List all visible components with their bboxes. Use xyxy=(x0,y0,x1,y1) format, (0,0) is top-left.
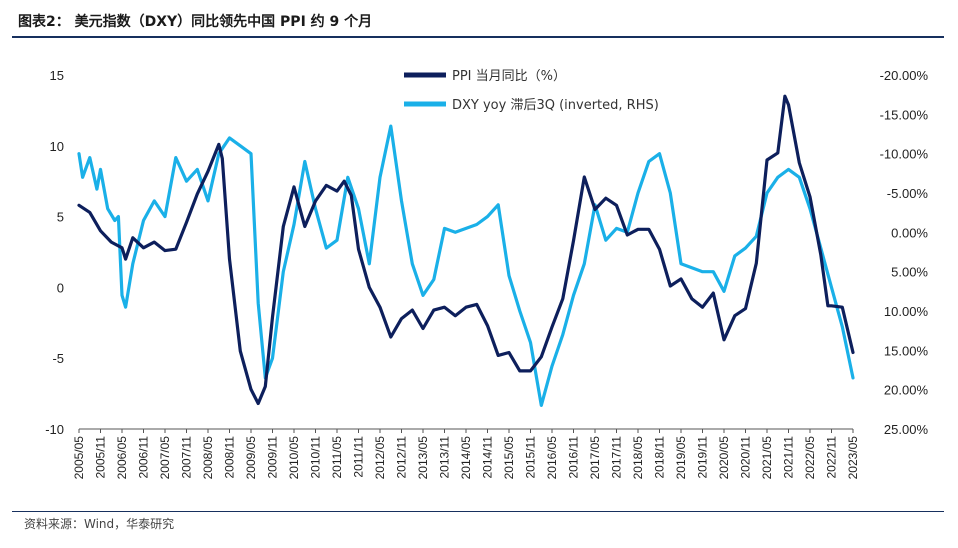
x-tick-label: 2013/11 xyxy=(438,436,452,479)
x-tick-label: 2022/05 xyxy=(803,436,817,480)
y-left-tick-label: 15 xyxy=(50,68,64,83)
x-tick-label: 2008/05 xyxy=(201,436,215,480)
y-left-tick-label: -10 xyxy=(45,422,64,437)
x-tick-label: 2022/11 xyxy=(825,436,839,479)
x-tick-label: 2018/11 xyxy=(653,436,667,479)
x-tick-label: 2019/11 xyxy=(696,436,710,479)
y-right-tick-label: 10.00% xyxy=(884,304,929,319)
x-tick-label: 2010/11 xyxy=(309,436,323,479)
legend: PPI 当月同比（%） DXY yoy 滞后3Q (inverted, RHS) xyxy=(404,69,659,113)
x-tick-label: 2007/05 xyxy=(158,436,172,480)
x-tick-label: 2012/11 xyxy=(395,436,409,479)
x-tick-label: 2012/05 xyxy=(373,436,387,480)
x-tick-label: 2013/05 xyxy=(416,436,430,480)
y-right-tick-label: -5.00% xyxy=(887,186,929,201)
x-tick-label: 2005/11 xyxy=(94,436,108,479)
source-note: 资料来源：Wind，华泰研究 xyxy=(24,517,175,531)
axes: 15 10 5 0 -5 -10 -20.00% -15.00% -10.00% -5.00% 0.… xyxy=(45,68,928,479)
x-tick-label: 2014/11 xyxy=(481,436,495,479)
x-tick-label: 2005/05 xyxy=(72,436,86,480)
x-tick-label: 2018/05 xyxy=(631,436,645,480)
y-right-tick-label: 25.00% xyxy=(884,422,929,437)
x-tick-label: 2020/05 xyxy=(717,436,731,480)
x-tick-label: 2009/05 xyxy=(244,436,258,480)
x-tick-label: 2009/11 xyxy=(266,436,280,479)
x-tick-label: 2011/11 xyxy=(352,436,366,478)
x-tick-label: 2016/05 xyxy=(545,436,559,480)
y-left-tick-label: 0 xyxy=(57,280,64,295)
y-right-tick-label: 20.00% xyxy=(884,383,929,398)
y-left-tick-label: 10 xyxy=(50,139,64,154)
x-tick-label: 2021/05 xyxy=(760,436,774,480)
y-right-tick-label: 5.00% xyxy=(891,265,928,280)
chart: 15 10 5 0 -5 -10 -20.00% -15.00% -10.00% -5.00% 0.… xyxy=(45,68,928,479)
y-left-tick-label: -5 xyxy=(52,351,64,366)
x-tick-label: 2017/11 xyxy=(610,436,624,479)
x-tick-label: 2017/05 xyxy=(588,436,602,480)
legend-label-ppi: PPI 当月同比（%） xyxy=(452,69,566,84)
y-left-tick-label: 5 xyxy=(57,210,64,225)
x-tick-label: 2015/11 xyxy=(524,436,538,479)
top-rule xyxy=(12,36,944,38)
chart-title: 图表2： 美元指数（DXY）同比领先中国 PPI 约 9 个月 xyxy=(18,14,373,30)
x-tick-label: 2023/05 xyxy=(846,436,860,480)
x-tick-label: 2016/11 xyxy=(567,436,581,479)
ppi-line xyxy=(77,94,855,406)
legend-label-dxy: DXY yoy 滞后3Q (inverted, RHS) xyxy=(452,98,659,113)
x-tick-label: 2021/11 xyxy=(782,436,796,479)
x-tick-label: 2014/05 xyxy=(459,436,473,480)
series-layer xyxy=(77,94,855,407)
x-tick-label: 2007/11 xyxy=(180,436,194,479)
y-right-tick-label: 0.00% xyxy=(891,225,928,240)
x-tick-label: 2015/05 xyxy=(502,436,516,480)
bottom-rule xyxy=(12,511,944,512)
dxy-line xyxy=(77,124,855,407)
x-tick-label: 2019/05 xyxy=(674,436,688,480)
y-right-tick-label: -15.00% xyxy=(880,107,929,122)
x-tick-label: 2008/11 xyxy=(223,436,237,479)
x-tick-label: 2006/11 xyxy=(137,436,151,479)
y-right-tick-label: -20.00% xyxy=(880,68,929,83)
x-tick-label: 2020/11 xyxy=(739,436,753,479)
y-right-tick-label: -10.00% xyxy=(880,147,929,162)
x-tick-label: 2011/05 xyxy=(330,436,344,479)
x-tick-label: 2006/05 xyxy=(115,436,129,480)
x-tick-label: 2010/05 xyxy=(287,436,301,480)
y-right-tick-label: 15.00% xyxy=(884,343,929,358)
